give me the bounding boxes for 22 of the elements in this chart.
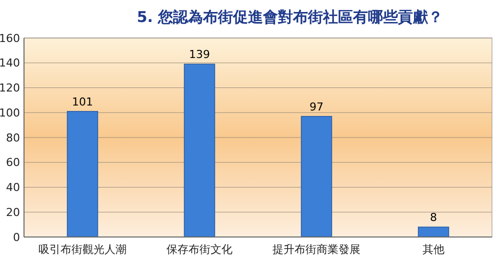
y-tick-label: 0 <box>13 230 20 244</box>
bar <box>418 226 450 238</box>
bar <box>66 110 98 238</box>
bar <box>300 116 332 238</box>
y-tick-label: 20 <box>6 206 20 219</box>
y-tick-label: 60 <box>6 156 20 170</box>
data-label: 8 <box>430 211 437 224</box>
y-tick-label: 40 <box>6 181 20 194</box>
y-tick-label: 160 <box>0 32 20 45</box>
y-tick-label: 80 <box>6 131 20 144</box>
x-tick-label: 吸引布街觀光人潮 <box>38 243 126 256</box>
data-label: 101 <box>72 95 93 108</box>
data-label: 97 <box>310 100 324 114</box>
y-tick-label: 140 <box>0 56 20 70</box>
bar <box>184 64 216 238</box>
chart-title: 5. 您認為布街促進會對布街社區有哪些貢獻？ <box>136 8 444 26</box>
x-tick-label: 提升布街商業發展 <box>272 243 360 256</box>
y-tick-label: 120 <box>0 82 20 95</box>
x-tick-label: 其他 <box>422 243 444 256</box>
y-tick-label: 100 <box>0 106 20 120</box>
x-tick-label: 保存布街文化 <box>166 243 232 256</box>
data-label: 139 <box>189 48 210 62</box>
